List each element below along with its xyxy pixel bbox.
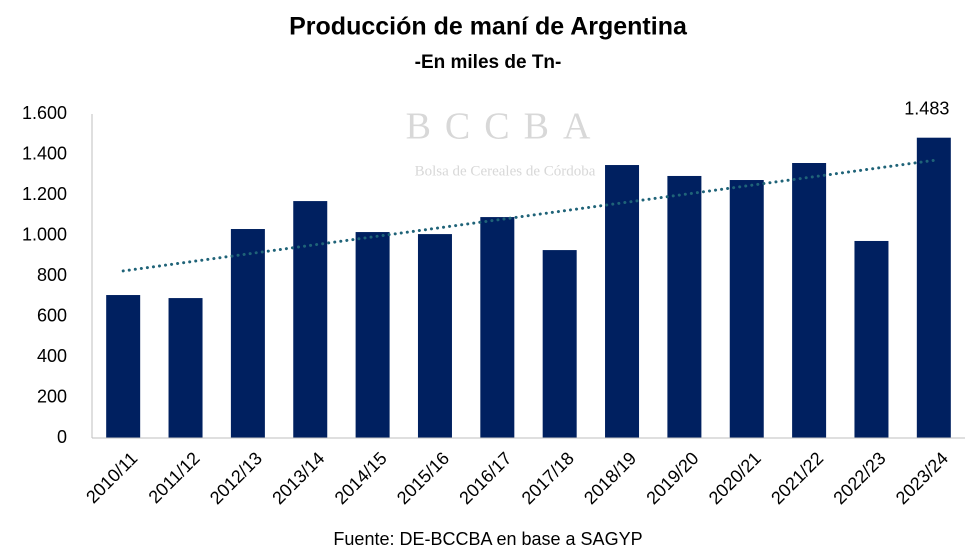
trendline <box>121 158 936 273</box>
x-tick-label: 2021/22 <box>767 448 827 508</box>
bar <box>230 229 265 438</box>
bar <box>417 234 452 438</box>
bar <box>605 165 640 438</box>
x-tick-label: 2020/21 <box>705 448 765 508</box>
chart-title: Producción de maní de Argentina <box>289 13 688 41</box>
x-tick-label: 2011/12 <box>145 448 204 507</box>
bar <box>168 298 203 438</box>
x-tick-label: 2013/14 <box>268 448 328 508</box>
bar <box>667 175 702 438</box>
x-tick-label: 2023/24 <box>892 448 952 508</box>
y-tick-label: 1.000 <box>22 224 67 244</box>
bar <box>106 295 141 438</box>
bar <box>916 137 951 438</box>
bar <box>729 180 764 438</box>
value-label: 1.483 <box>904 98 949 118</box>
x-tick-label: 2018/19 <box>580 448 640 508</box>
x-tick-label: 2019/20 <box>642 448 702 508</box>
x-tick-label: 2010/11 <box>82 448 141 507</box>
chart-subtitle: -En miles de Tn- <box>415 52 562 73</box>
bar <box>480 217 515 438</box>
y-tick-label: 400 <box>37 346 67 366</box>
y-tick-label: 200 <box>37 386 67 406</box>
bar <box>792 163 827 438</box>
bar <box>542 250 577 438</box>
y-tick-label: 600 <box>37 305 67 325</box>
x-tick-label: 2017/18 <box>518 448 578 508</box>
x-tick-label: 2012/13 <box>206 448 266 508</box>
watermark-title: BCCBA <box>406 106 605 148</box>
y-tick-label: 1.200 <box>22 184 67 204</box>
bar <box>854 240 889 438</box>
bar <box>293 201 328 438</box>
x-tick-label: 2014/15 <box>331 448 391 508</box>
x-tick-label: 2022/23 <box>829 448 889 508</box>
x-tick-label: 2015/16 <box>393 448 453 508</box>
watermark-subtitle: Bolsa de Cereales de Córdoba <box>415 163 596 179</box>
y-tick-label: 1.400 <box>22 143 67 163</box>
y-tick-label: 800 <box>37 265 67 285</box>
bar <box>355 232 390 438</box>
source: Fuente: DE-BCCBA en base a SAGYP <box>333 529 642 549</box>
x-tick-label: 2016/17 <box>455 448 515 508</box>
y-tick-label: 1.600 <box>22 103 67 123</box>
y-tick-label: 0 <box>57 427 67 447</box>
